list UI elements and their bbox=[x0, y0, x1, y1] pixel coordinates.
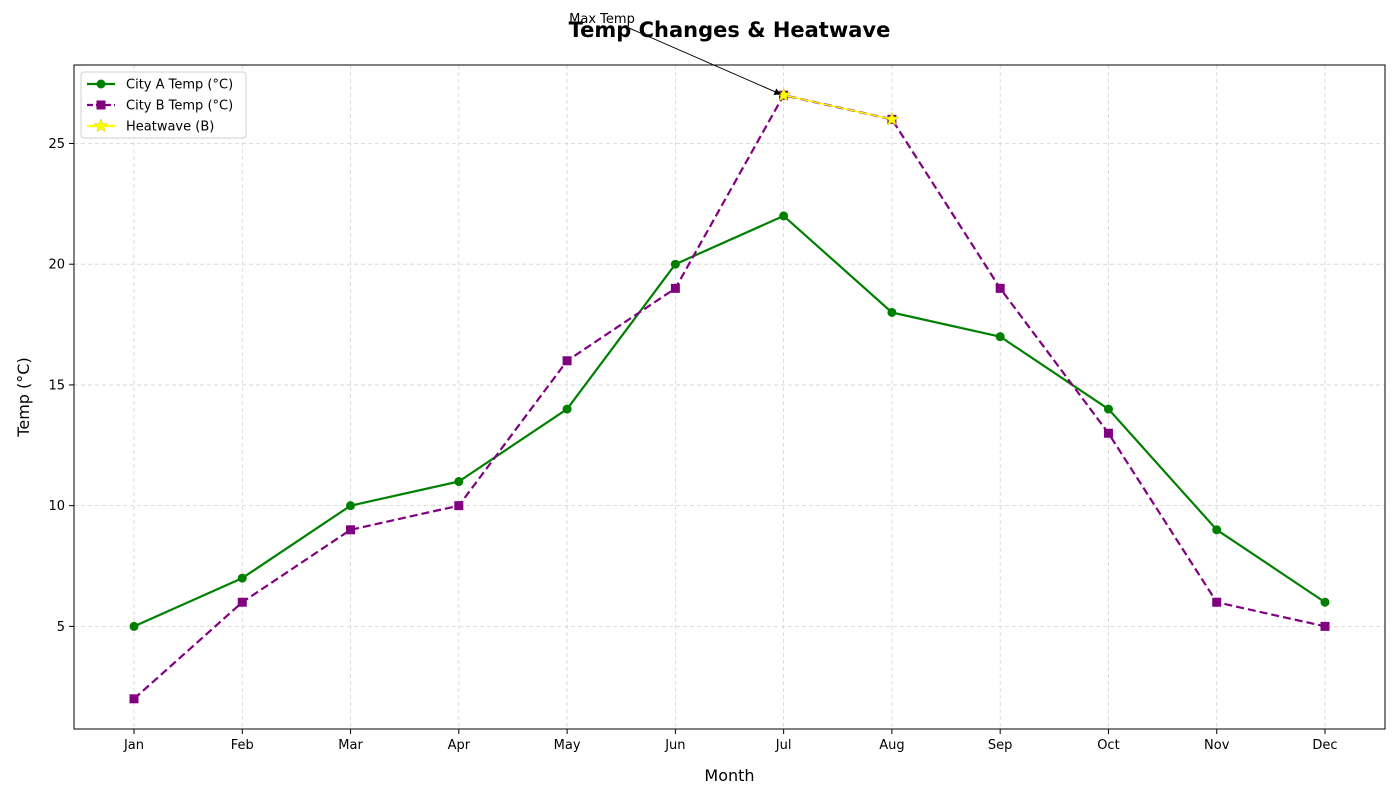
data-point bbox=[346, 525, 356, 535]
data-point bbox=[129, 621, 139, 631]
series-layer bbox=[129, 87, 1330, 704]
x-tick-label: Dec bbox=[1312, 738, 1337, 753]
y-tick-label: 20 bbox=[48, 258, 65, 273]
x-tick-label: Apr bbox=[448, 738, 471, 753]
data-point bbox=[562, 404, 572, 414]
series-line bbox=[783, 94, 893, 121]
data-point bbox=[129, 694, 139, 704]
data-point bbox=[995, 332, 1005, 342]
data-point bbox=[1103, 428, 1113, 438]
legend-marker bbox=[96, 100, 106, 110]
x-axis-title: Month bbox=[704, 766, 754, 785]
data-point bbox=[887, 307, 897, 317]
series-1 bbox=[129, 211, 1330, 631]
annotation-text: Max Temp bbox=[569, 12, 635, 27]
plot-area-frame bbox=[73, 64, 1386, 730]
legend-label: Heatwave (B) bbox=[126, 120, 214, 135]
annotation-arrow bbox=[628, 27, 782, 95]
y-tick-label: 15 bbox=[48, 378, 65, 393]
x-tick-label: Jul bbox=[775, 738, 792, 753]
data-point bbox=[1212, 597, 1222, 607]
data-point bbox=[454, 501, 464, 511]
x-tick-label: Jan bbox=[123, 738, 144, 753]
legend-item: City B Temp (°C) bbox=[87, 99, 233, 114]
legend-box bbox=[80, 71, 247, 139]
data-point bbox=[1212, 525, 1222, 535]
x-tick-label: Oct bbox=[1097, 738, 1119, 753]
series-line bbox=[133, 214, 1326, 628]
x-tick-label: Jun bbox=[664, 738, 685, 753]
x-tick-label: Nov bbox=[1204, 738, 1230, 753]
data-point bbox=[454, 477, 464, 487]
x-tick-label: Mar bbox=[338, 738, 363, 753]
y-axis-title: Temp (°C) bbox=[14, 357, 33, 437]
data-point bbox=[670, 283, 680, 293]
x-axis: Jan Feb Mar Apr May Jun Jul Aug Sep Oct Nov Dec bbox=[123, 729, 1338, 753]
y-axis: 5 10 15 20 25 bbox=[48, 137, 74, 635]
y-tick-label: 10 bbox=[48, 499, 65, 514]
data-point bbox=[884, 111, 900, 126]
legend-marker bbox=[93, 118, 109, 133]
data-point bbox=[346, 501, 356, 511]
data-point bbox=[237, 573, 247, 583]
series-2 bbox=[129, 90, 1330, 704]
data-point bbox=[1320, 621, 1330, 631]
series-line bbox=[133, 94, 1326, 700]
legend-item: Heatwave (B) bbox=[87, 118, 214, 135]
data-point bbox=[1103, 404, 1113, 414]
legend-item: City A Temp (°C) bbox=[87, 78, 233, 93]
legend-label: City A Temp (°C) bbox=[126, 78, 233, 93]
y-tick-label: 25 bbox=[48, 137, 65, 152]
chart-title: Temp Changes & Heatwave bbox=[569, 18, 891, 42]
data-point bbox=[1320, 597, 1330, 607]
x-tick-label: Feb bbox=[231, 738, 254, 753]
y-tick-label: 5 bbox=[57, 620, 65, 635]
data-point bbox=[779, 211, 789, 221]
grid bbox=[74, 65, 1385, 729]
data-point bbox=[670, 259, 680, 269]
data-point bbox=[995, 283, 1005, 293]
annotation: Max Temp bbox=[569, 12, 782, 95]
x-tick-label: Aug bbox=[879, 738, 904, 753]
legend-label: City B Temp (°C) bbox=[126, 99, 233, 114]
data-point bbox=[237, 597, 247, 607]
series-3 bbox=[776, 87, 900, 126]
legend: City A Temp (°C) City B Temp (°C) Heatwave… bbox=[80, 71, 247, 139]
data-point bbox=[562, 356, 572, 366]
x-tick-label: Sep bbox=[988, 738, 1013, 753]
legend-marker bbox=[96, 79, 106, 89]
x-tick-label: May bbox=[554, 738, 581, 753]
